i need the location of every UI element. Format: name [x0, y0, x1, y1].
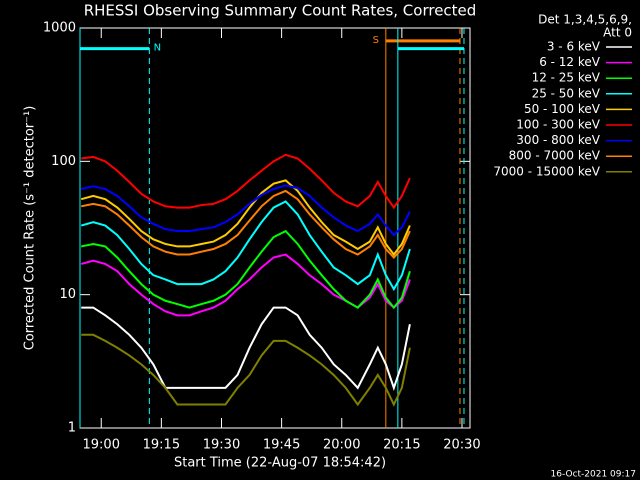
legend-label: 7000 - 15000 keV: [493, 164, 600, 178]
series-line: [81, 306, 411, 391]
x-tick-label: 20:15: [383, 438, 420, 453]
x-tick-label: 19:45: [263, 438, 300, 453]
footer: 16-Oct-2021 09:17: [551, 470, 636, 480]
y-tick-label: 1: [68, 421, 76, 436]
y-tick-label: 10: [59, 287, 76, 302]
x-tick-label: 19:30: [203, 438, 240, 453]
legend-label: 12 - 25 keV: [532, 71, 601, 85]
y-axis-label: Corrected Count Rate (s⁻¹ detector⁻¹): [23, 106, 38, 351]
x-tick-label: 19:00: [83, 438, 120, 453]
legend-label: 50 - 100 keV: [524, 102, 601, 116]
legend-label: 100 - 300 keV: [516, 118, 600, 132]
x-tick-label: 20:30: [443, 438, 480, 453]
x-axis-label: Start Time (22-Aug-07 18:54:42): [174, 456, 386, 471]
chart-title: RHESSI Observing Summary Count Rates, Co…: [84, 2, 477, 20]
series-line: [80, 253, 411, 317]
legend-label: 25 - 50 keV: [532, 86, 601, 100]
series-line: [80, 179, 411, 257]
x-tick-label: 19:15: [143, 438, 180, 453]
series-line: [81, 333, 411, 407]
series-line: [81, 229, 411, 310]
series-line: [80, 184, 411, 237]
series-line: [80, 200, 411, 292]
legend-label: 300 - 800 keV: [516, 133, 600, 147]
x-tick-label: 20:00: [323, 438, 360, 453]
legend-label: 6 - 12 keV: [539, 55, 601, 69]
legend-title: Det 1,3,4,5,6,9,: [538, 13, 632, 27]
interval-label: S: [373, 35, 379, 46]
y-tick-label: 1000: [43, 21, 76, 36]
series-line: [81, 189, 411, 259]
legend-label: 3 - 6 keV: [547, 40, 601, 54]
legend-title: Att 0: [603, 26, 632, 40]
y-tick-label: 100: [51, 154, 76, 169]
interval-label: N: [154, 43, 161, 54]
legend-label: 800 - 7000 keV: [509, 149, 601, 163]
series-line: [81, 153, 411, 210]
